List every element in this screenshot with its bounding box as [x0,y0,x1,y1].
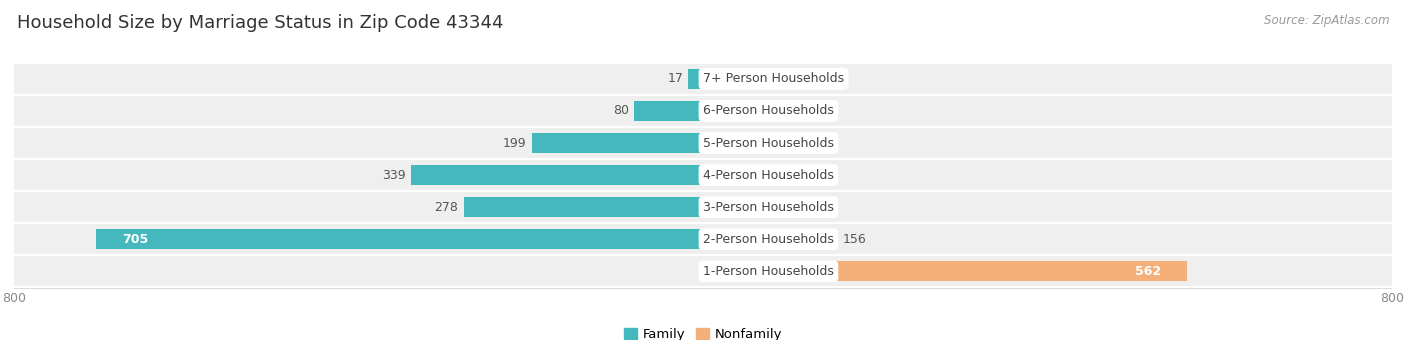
Text: 0: 0 [751,104,759,117]
Text: 2-Person Households: 2-Person Households [703,233,834,246]
Bar [411,165,703,185]
Bar [703,229,838,249]
Text: 278: 278 [434,201,458,214]
Bar [14,160,1392,190]
Bar [703,261,1187,281]
Text: 80: 80 [613,104,628,117]
Bar [689,69,703,89]
Legend: Family, Nonfamily: Family, Nonfamily [619,323,787,340]
Text: Source: ZipAtlas.com: Source: ZipAtlas.com [1264,14,1389,27]
Bar [14,256,1392,286]
Text: 6-Person Households: 6-Person Households [703,104,834,117]
Text: 199: 199 [503,137,526,150]
Bar [703,197,747,217]
Text: 0: 0 [751,72,759,85]
Text: 0: 0 [751,169,759,182]
Bar [703,101,747,121]
Bar [703,133,747,153]
Text: 156: 156 [842,233,866,246]
Text: 3-Person Households: 3-Person Households [703,201,834,214]
Bar [14,192,1392,222]
Bar [14,128,1392,158]
Bar [464,197,703,217]
Text: 339: 339 [382,169,406,182]
Text: 4-Person Households: 4-Person Households [703,169,834,182]
Bar [96,229,703,249]
Bar [14,224,1392,254]
Bar [703,165,747,185]
Text: 0: 0 [751,137,759,150]
Text: 21: 21 [751,201,768,214]
Text: Household Size by Marriage Status in Zip Code 43344: Household Size by Marriage Status in Zip… [17,14,503,32]
Text: 705: 705 [122,233,148,246]
Bar [531,133,703,153]
Text: 562: 562 [1135,265,1161,278]
Text: 1-Person Households: 1-Person Households [703,265,834,278]
Bar [14,96,1392,126]
Bar [634,101,703,121]
Text: 5-Person Households: 5-Person Households [703,137,834,150]
Bar [703,69,747,89]
Text: 17: 17 [668,72,683,85]
Bar [14,64,1392,94]
Text: 7+ Person Households: 7+ Person Households [703,72,844,85]
